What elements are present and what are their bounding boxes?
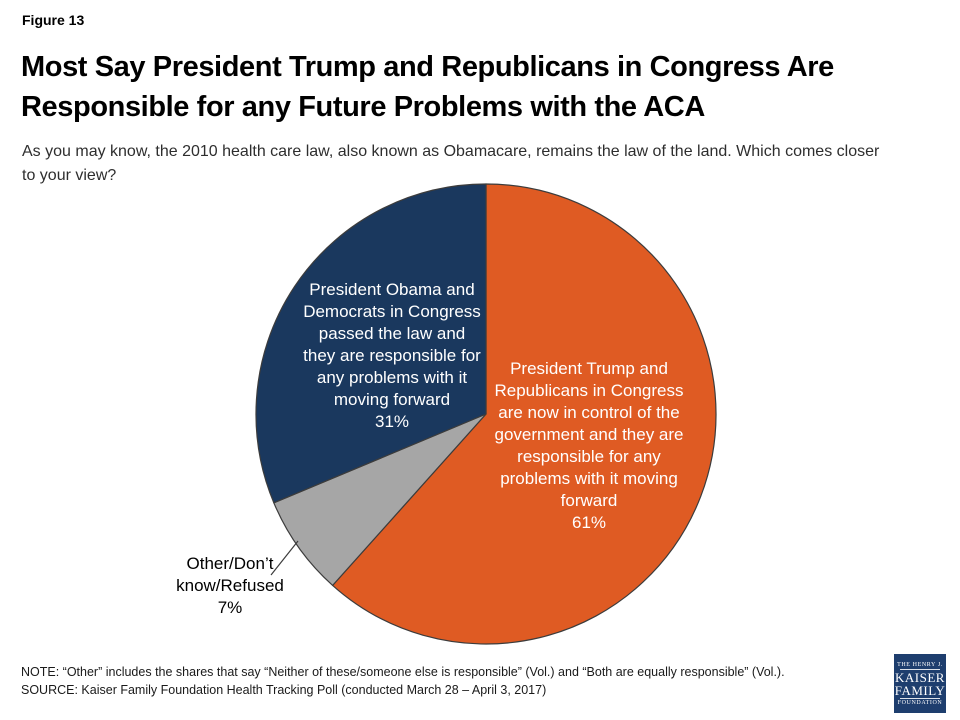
- page-title: Most Say President Trump and Republicans…: [21, 51, 834, 123]
- note-text: NOTE: “Other” includes the shares that s…: [21, 665, 785, 679]
- leader-line-other: [270, 540, 299, 576]
- pie-slices: [255, 183, 717, 645]
- logo-line-family: FAMILY: [894, 682, 946, 698]
- logo-line-foundation: FOUNDATION: [897, 699, 943, 706]
- pie-slice-trump-republicans: [332, 183, 717, 645]
- footnote-block: NOTE: “Other” includes the shares that s…: [21, 663, 785, 699]
- pie-label-trump-republicans: President Trump and Republicans in Congr…: [494, 359, 684, 532]
- figure-label: Figure 13: [22, 12, 85, 28]
- logo-line-kaiser: KAISER: [895, 669, 945, 685]
- source-text: SOURCE: Kaiser Family Foundation Health …: [21, 683, 547, 697]
- pie-slice-other-dont-know-refused: [273, 413, 487, 587]
- pie-label-other-dont-know-refused: Other/Don’t know/Refused 7%: [176, 554, 284, 617]
- logo-divider-top: [900, 668, 940, 670]
- logo-line-the-henry-j: THE HENRY J.: [897, 661, 943, 668]
- logo-divider-bottom: [900, 697, 940, 699]
- pie-slice-obama-democrats: [255, 183, 487, 504]
- survey-question: As you may know, the 2010 health care la…: [22, 143, 880, 184]
- pie-label-obama-democrats: President Obama and Democrats in Congres…: [303, 280, 481, 431]
- kff-foundation-logo: THE HENRY J. KAISER FAMILY FOUNDATION: [894, 654, 946, 713]
